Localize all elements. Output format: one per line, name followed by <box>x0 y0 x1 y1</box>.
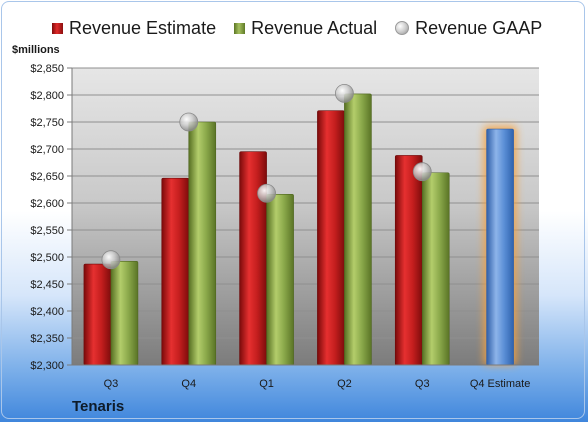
y-axis: $2,300 $2,350 $2,400 $2,450 $2,500 $2,550 $2,6… <box>30 63 73 372</box>
x-tick-label: Q3 <box>415 378 430 390</box>
y-tick-label: $2,500 <box>30 252 64 264</box>
y-tick-label: $2,350 <box>30 333 64 345</box>
legend-swatch-estimate <box>52 22 63 34</box>
y-tick-label: $2,650 <box>30 171 64 183</box>
marker-revenue-gaap <box>101 250 121 270</box>
x-tick-label: Q3 <box>104 378 119 390</box>
bars <box>83 93 517 366</box>
y-tick-label: $2,400 <box>30 306 64 318</box>
y-axis-unit-label: $millions <box>12 44 60 56</box>
marker-revenue-gaap <box>335 83 354 103</box>
marker-revenue-gaap <box>412 162 432 182</box>
company-name: Tenaris <box>72 398 125 415</box>
y-tick-label: $2,450 <box>30 279 64 291</box>
legend-item-gaap: Revenue GAAP <box>395 18 542 39</box>
gaap-markers <box>101 83 432 270</box>
x-tick-label: Q4 <box>181 378 196 390</box>
bar-revenue-actual <box>421 172 450 366</box>
bar-revenue-actual <box>266 194 294 366</box>
bar-revenue-actual <box>188 121 217 366</box>
x-tick-label: Q4 Estimate <box>470 378 531 390</box>
y-tick-label: $2,600 <box>30 198 64 210</box>
legend-swatch-gaap <box>395 21 410 35</box>
marker-revenue-gaap <box>257 183 276 203</box>
x-tick-label: Q1 <box>259 378 274 390</box>
legend-item-actual: Revenue Actual <box>234 18 377 39</box>
x-axis: Q3 Q4 Q1 Q2 Q3 Q4 Estimate <box>72 364 539 390</box>
y-tick-label: $2,700 <box>30 144 64 156</box>
legend-label-gaap: Revenue GAAP <box>415 17 543 38</box>
bar-revenue-estimate <box>317 110 345 366</box>
legend-label-actual: Revenue Actual <box>251 17 378 38</box>
plot-area <box>72 68 539 365</box>
y-tick-label: $2,300 <box>30 360 64 372</box>
y-tick-label: $2,850 <box>30 63 64 75</box>
marker-revenue-gaap <box>179 112 199 132</box>
legend-item-estimate: Revenue Estimate <box>52 18 216 39</box>
legend-swatch-actual <box>234 22 246 34</box>
x-tick-label: Q2 <box>337 378 352 390</box>
bar-revenue-estimate <box>486 128 514 366</box>
legend: Revenue Estimate Revenue Actual Revenue … <box>52 16 542 40</box>
bar-revenue-actual <box>110 261 139 366</box>
bar-revenue-estimate <box>83 263 112 366</box>
bar-revenue-estimate <box>239 151 267 366</box>
y-tick-label: $2,800 <box>30 90 64 102</box>
bar-revenue-estimate <box>394 155 423 366</box>
legend-label-estimate: Revenue Estimate <box>69 17 217 38</box>
y-tick-label: $2,750 <box>30 117 64 129</box>
y-tick-label: $2,550 <box>30 225 64 237</box>
bar-revenue-estimate <box>161 177 190 366</box>
bar-revenue-actual <box>344 93 372 366</box>
